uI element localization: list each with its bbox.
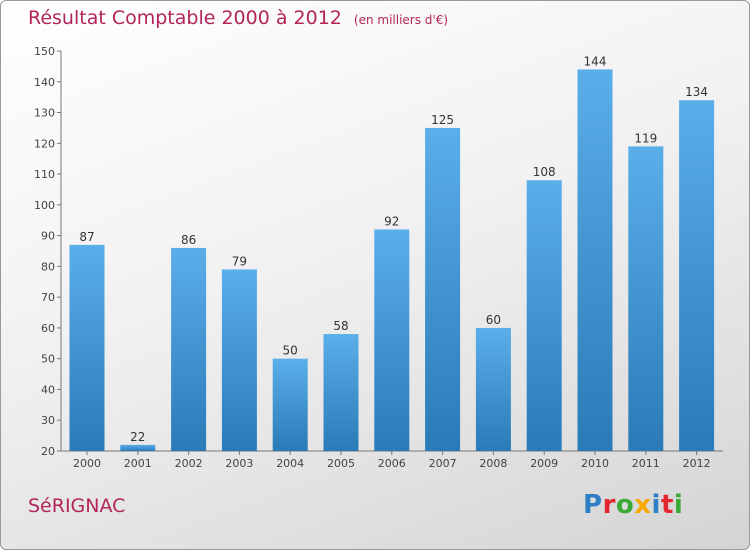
y-tick-label: 100: [34, 199, 55, 212]
bar: [69, 244, 105, 451]
bar: [679, 100, 715, 451]
bar: [526, 180, 562, 451]
bar-value-label: 22: [130, 430, 145, 444]
x-tick-label: 2005: [327, 457, 355, 470]
bar: [425, 127, 461, 451]
bar-value-label: 119: [634, 131, 657, 145]
bar-value-label: 108: [533, 165, 556, 179]
brand-letter: r: [602, 490, 616, 520]
title-row: Résultat Comptable 2000 à 2012 (en milli…: [28, 7, 448, 29]
bar: [171, 247, 207, 451]
y-tick-label: 60: [41, 322, 55, 335]
x-tick-label: 2012: [683, 457, 711, 470]
y-tick-label: 130: [34, 107, 55, 120]
x-tick-label: 2004: [276, 457, 304, 470]
y-tick-label: 40: [41, 383, 55, 396]
bar-value-label: 79: [232, 254, 247, 268]
x-tick-label: 2011: [632, 457, 660, 470]
y-tick-label: 80: [41, 260, 55, 273]
bar: [628, 146, 664, 451]
x-tick-label: 2008: [479, 457, 507, 470]
x-tick-label: 2000: [73, 457, 101, 470]
bar-value-label: 58: [333, 319, 348, 333]
bar: [374, 229, 410, 451]
brand-letter: i: [673, 490, 684, 520]
brand-letter: P: [583, 490, 603, 520]
y-tick-label: 150: [34, 45, 55, 58]
bar-value-label: 86: [181, 233, 196, 247]
bar: [323, 334, 359, 451]
bar: [475, 327, 511, 451]
x-tick-label: 2002: [175, 457, 203, 470]
bar-value-label: 125: [431, 113, 454, 127]
y-tick-label: 30: [41, 414, 55, 427]
bar-layer: 87 22 86 79 50 58 92 125 60 108 144 119 134: [69, 54, 715, 451]
bar: [120, 444, 156, 451]
bar: [577, 69, 613, 451]
bar: [221, 269, 257, 451]
bar-value-label: 50: [283, 344, 298, 358]
bar: [272, 358, 308, 451]
x-tick-label: 2010: [581, 457, 609, 470]
chart-title: Résultat Comptable 2000 à 2012: [28, 7, 342, 29]
x-tick-label: 2003: [225, 457, 253, 470]
brand-logo[interactable]: Proxiti: [583, 490, 683, 520]
x-tick-label: 2009: [530, 457, 558, 470]
axis-layer: 20 30 40 50 60 70 80 90 100 110 120 130 140 150 2000 20…: [34, 45, 723, 470]
y-tick-label: 70: [41, 291, 55, 304]
chart-subtitle: (en milliers d'€): [353, 13, 449, 27]
brand-letter: x: [634, 490, 652, 520]
brand-letter: t: [660, 490, 674, 520]
bar-value-label: 87: [79, 230, 94, 244]
y-tick-label: 140: [34, 76, 55, 89]
brand-letter: o: [615, 490, 635, 520]
x-tick-label: 2006: [378, 457, 406, 470]
bar-value-label: 144: [584, 54, 607, 68]
bar-value-label: 134: [685, 85, 708, 99]
city-name: SéRIGNAC: [28, 495, 126, 517]
x-tick-label: 2007: [429, 457, 457, 470]
y-tick-label: 90: [41, 230, 55, 243]
y-tick-label: 50: [41, 353, 55, 366]
y-tick-label: 110: [34, 168, 55, 181]
y-tick-label: 120: [34, 137, 55, 150]
x-tick-label: 2001: [124, 457, 152, 470]
bar-value-label: 60: [486, 313, 501, 327]
y-tick-label: 20: [41, 445, 55, 458]
brand-letter: i: [651, 490, 661, 520]
bar-value-label: 92: [384, 214, 399, 228]
